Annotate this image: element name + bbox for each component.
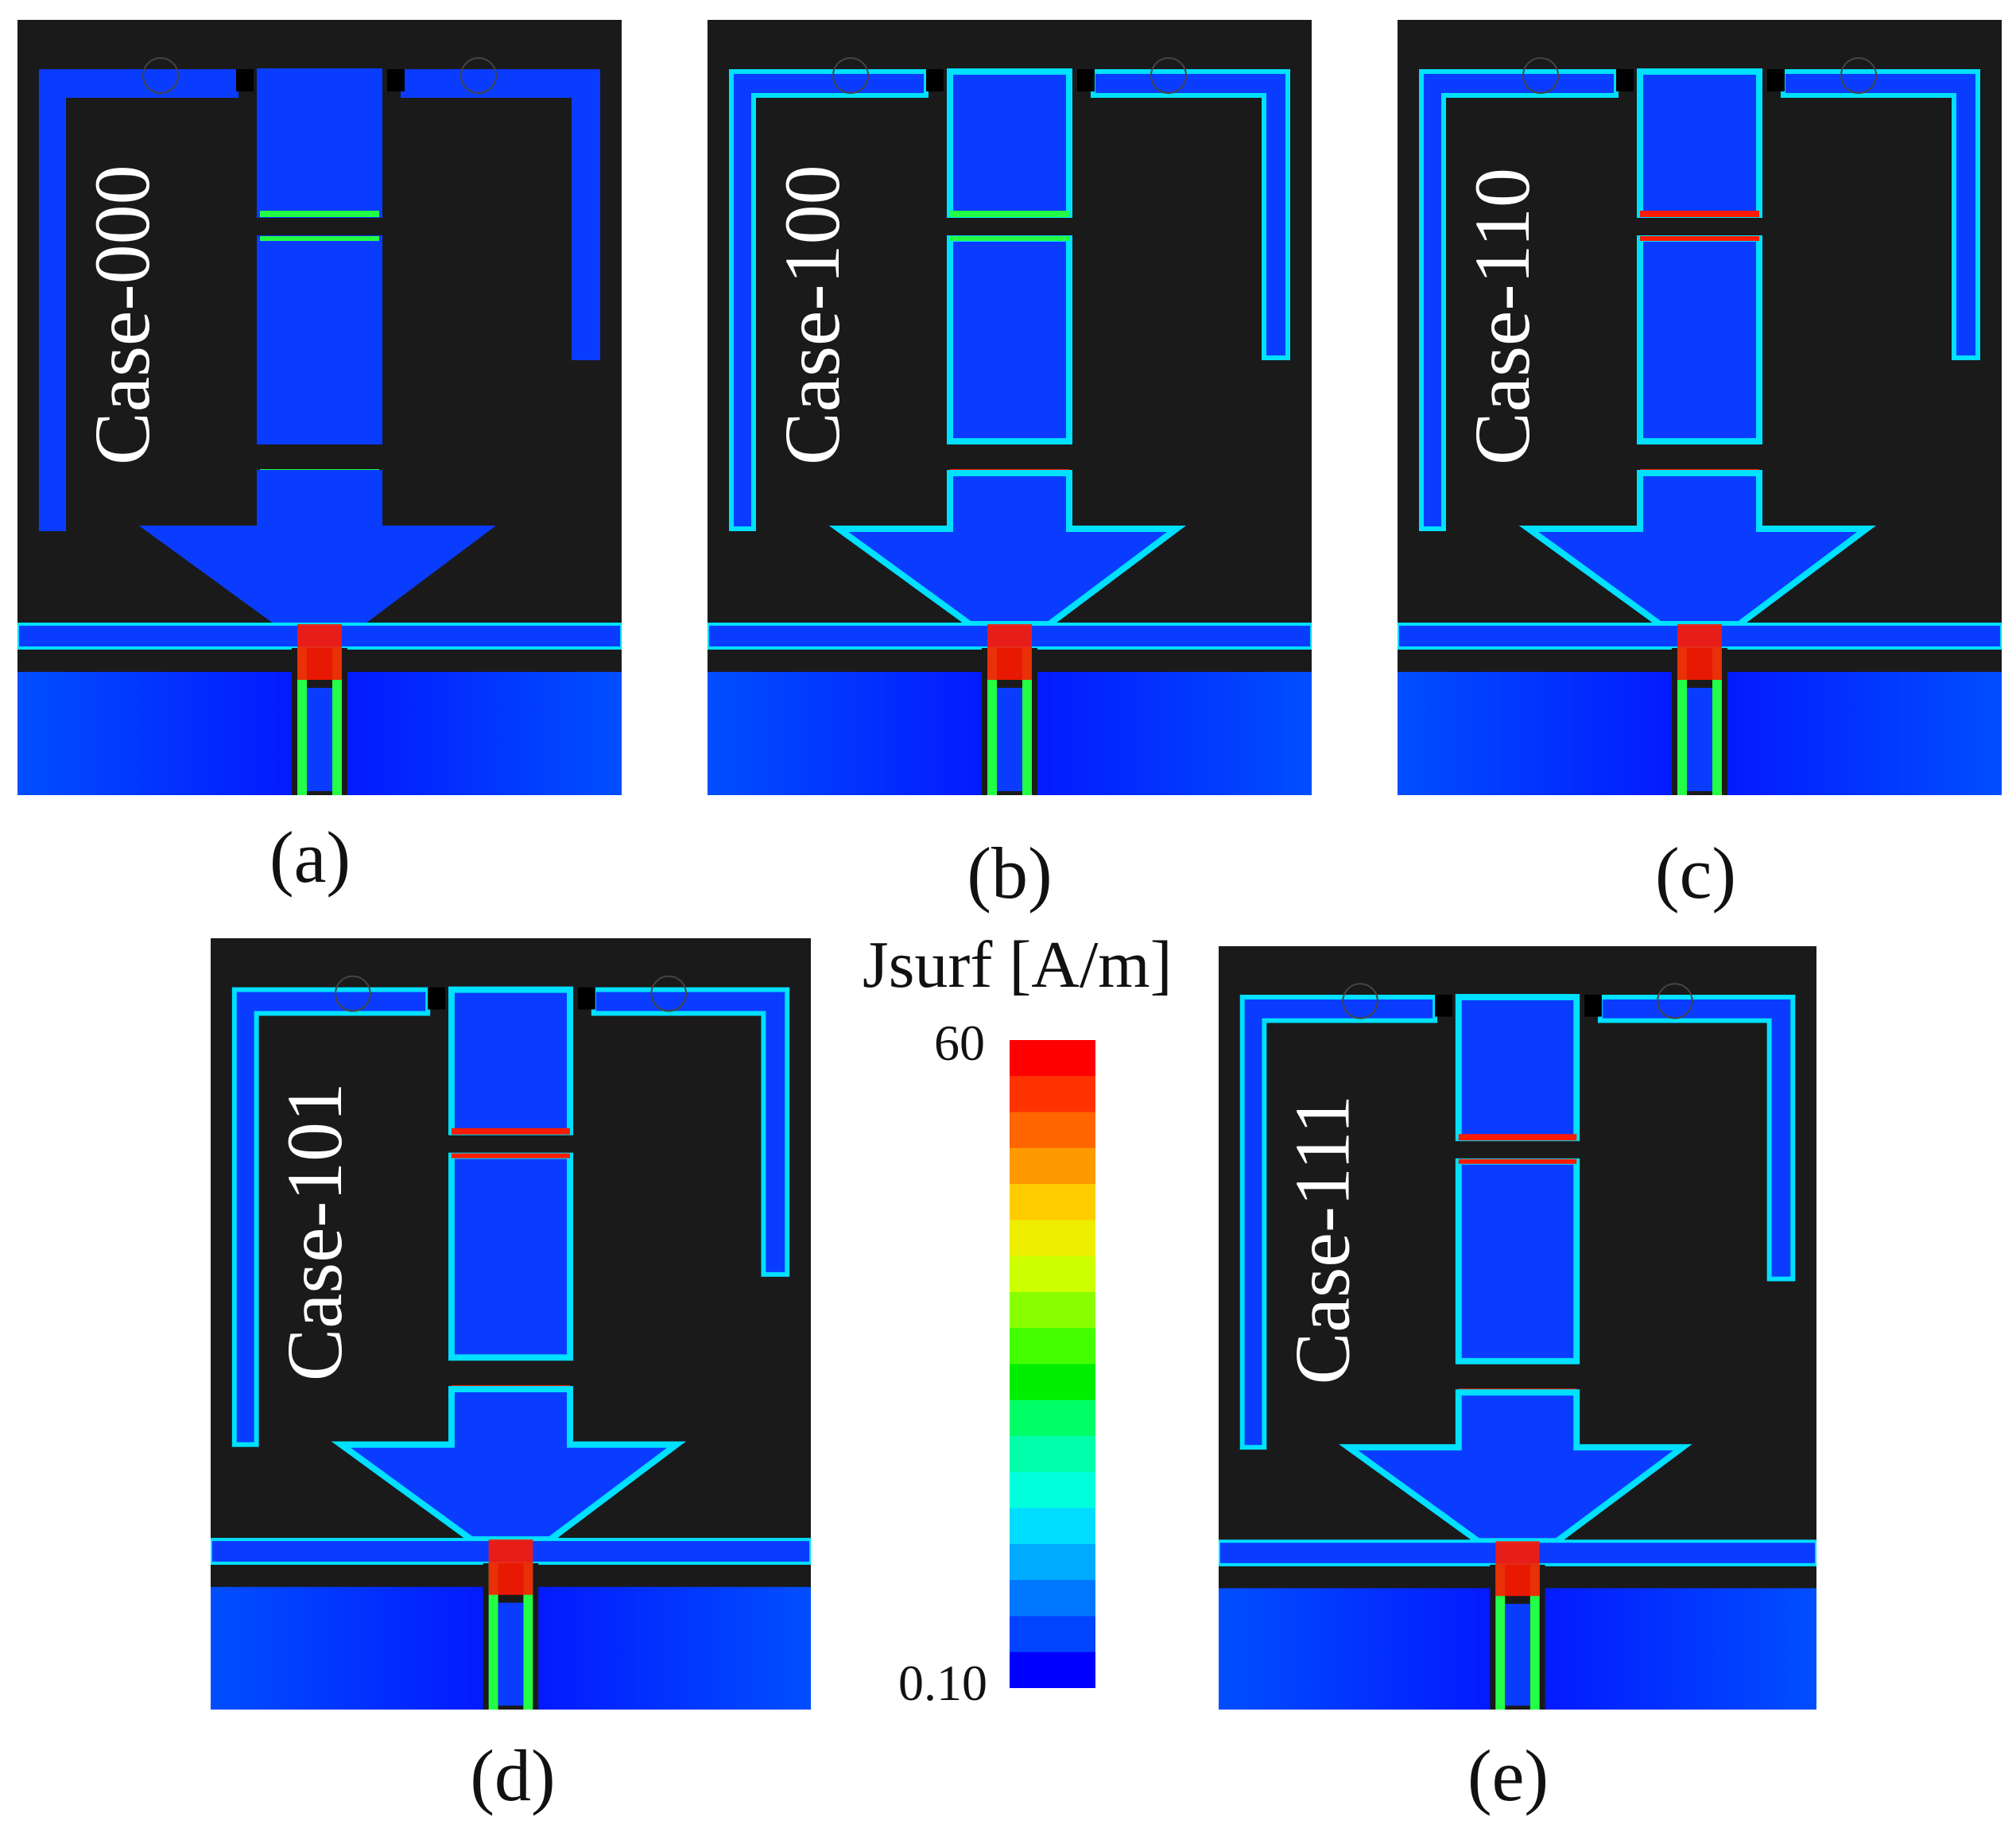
current-distribution-plot: Case-100: [708, 20, 1312, 795]
panel-d: Case-101: [211, 938, 811, 1710]
color-scale-swatches: [1010, 1040, 1095, 1688]
case-label: Case-110: [1458, 168, 1546, 465]
panel-a: Case-000: [17, 20, 622, 795]
color-scale-step: [1010, 1328, 1095, 1365]
color-scale-step: [1010, 1291, 1095, 1329]
color-scale-step: [1010, 1436, 1095, 1473]
caption-c: (c): [1654, 833, 1737, 914]
case-label: Case-101: [270, 1082, 359, 1381]
caption-d: (d): [470, 1735, 556, 1816]
caption-b: (b): [967, 833, 1053, 914]
current-distribution-plot: Case-000: [17, 20, 622, 795]
color-scale-step: [1010, 1472, 1095, 1509]
color-scale-step: [1010, 1399, 1095, 1438]
color-scale-step: [1010, 1184, 1095, 1221]
legend-max-label: 60: [934, 1015, 985, 1071]
color-scale-step: [1010, 1076, 1095, 1113]
legend-title: Jsurf [A/m]: [863, 928, 1173, 1002]
caption-e: (e): [1467, 1735, 1549, 1816]
panel-b: Case-100: [708, 20, 1312, 795]
color-scale-step: [1010, 1580, 1095, 1617]
case-label: Case-000: [78, 165, 166, 465]
case-label: Case-100: [768, 165, 856, 465]
current-distribution-plot: Case-101: [211, 938, 811, 1710]
color-scale-step: [1010, 1543, 1095, 1582]
color-scale-step: [1010, 1256, 1095, 1293]
panel-e: Case-111: [1219, 946, 1816, 1710]
color-scale-step: [1010, 1040, 1095, 1077]
color-scale-step: [1010, 1112, 1095, 1149]
case-label: Case-111: [1279, 1095, 1366, 1385]
color-scale-bar: [1010, 1040, 1095, 1688]
color-scale-step: [1010, 1652, 1095, 1688]
current-distribution-plot: Case-111: [1219, 946, 1816, 1710]
caption-a: (a): [269, 817, 351, 898]
legend-min-label: 0.10: [898, 1655, 987, 1711]
current-distribution-plot: Case-110: [1398, 20, 2002, 795]
color-scale-step: [1010, 1220, 1095, 1257]
color-scale-step: [1010, 1364, 1095, 1401]
color-scale-step: [1010, 1147, 1095, 1186]
panel-c: Case-110: [1398, 20, 2002, 795]
color-scale-step: [1010, 1616, 1095, 1653]
color-scale-step: [1010, 1508, 1095, 1545]
